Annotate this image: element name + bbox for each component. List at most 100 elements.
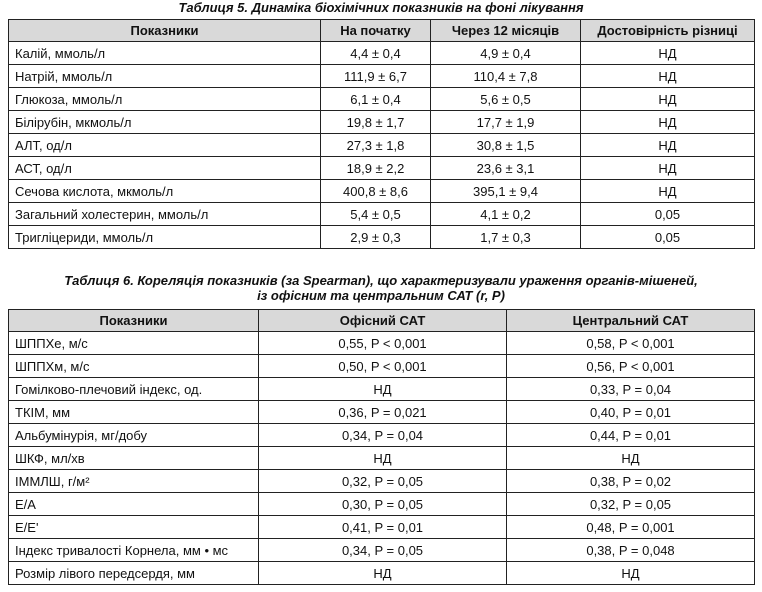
table6-caption-line1: Таблиця 6. Кореляція показників (за Spea… xyxy=(64,273,698,288)
table6-cell: ШКФ, мл/хв xyxy=(8,446,259,470)
table6-row: Індекс тривалості Корнела, мм • мс 0,34, … xyxy=(8,538,755,562)
table5-cell: Калій, ммоль/л xyxy=(8,41,321,65)
table5-cell: Натрій, ммоль/л xyxy=(8,64,321,88)
table6-row: ШППХе, м/с 0,55, P < 0,001 0,58, P < 0,001 xyxy=(8,331,755,355)
table6-cell: НД xyxy=(258,377,507,401)
table6-cell: 0,40, P = 0,01 xyxy=(506,400,755,424)
table5-cell: НД xyxy=(580,133,755,157)
table6-cell: 0,34, P = 0,05 xyxy=(258,538,507,562)
table6-row: ШКФ, мл/хв НД НД xyxy=(8,446,755,470)
table6-cell: НД xyxy=(258,446,507,470)
table5-cell: 110,4 ± 7,8 xyxy=(430,64,581,88)
table6-cell: 0,36, P = 0,021 xyxy=(258,400,507,424)
table5-cell: АСТ, од/л xyxy=(8,156,321,180)
table6-cell: Е/Е' xyxy=(8,515,259,539)
table6-header: Показники xyxy=(8,309,259,332)
table5-row: АСТ, од/л 18,9 ± 2,2 23,6 ± 3,1 НД xyxy=(8,156,755,180)
table5-row: Глюкоза, ммоль/л 6,1 ± 0,4 5,6 ± 0,5 НД xyxy=(8,87,755,111)
table6-cell: 0,38, P = 0,02 xyxy=(506,469,755,493)
table5-cell: 5,6 ± 0,5 xyxy=(430,87,581,111)
table5-row: АЛТ, од/л 27,3 ± 1,8 30,8 ± 1,5 НД xyxy=(8,133,755,157)
table5-cell: 111,9 ± 6,7 xyxy=(320,64,431,88)
table6-cell: Індекс тривалості Корнела, мм • мс xyxy=(8,538,259,562)
table5-cell: 0,05 xyxy=(580,202,755,226)
table5-row: Тригліцериди, ммоль/л 2,9 ± 0,3 1,7 ± 0,3 0… xyxy=(8,225,755,249)
table6-cell: 0,58, P < 0,001 xyxy=(506,331,755,355)
table5-cell: НД xyxy=(580,179,755,203)
table5-cell: 400,8 ± 8,6 xyxy=(320,179,431,203)
table5-row: Калій, ммоль/л 4,4 ± 0,4 4,9 ± 0,4 НД xyxy=(8,41,755,65)
table6-cell: 0,41, P = 0,01 xyxy=(258,515,507,539)
table6-caption-line2: із офісним та центральним САТ (r, P) xyxy=(257,288,505,303)
table6-cell: ШППХе, м/с xyxy=(8,331,259,355)
table6-row: Альбумінурія, мг/добу 0,34, P = 0,04 0,44,… xyxy=(8,423,755,447)
table6-cell: Розмір лівого передсердя, мм xyxy=(8,561,259,585)
table5-cell: 27,3 ± 1,8 xyxy=(320,133,431,157)
table5-cell: 395,1 ± 9,4 xyxy=(430,179,581,203)
table6-caption: Таблиця 6. Кореляція показників (за Spea… xyxy=(0,273,762,303)
table6-header: Офісний САТ xyxy=(258,309,507,332)
table6-cell: 0,33, P = 0,04 xyxy=(506,377,755,401)
table5-cell: 23,6 ± 3,1 xyxy=(430,156,581,180)
table5-cell: НД xyxy=(580,156,755,180)
table5-cell: 30,8 ± 1,5 xyxy=(430,133,581,157)
table5-cell: Загальний холестерин, ммоль/л xyxy=(8,202,321,226)
table5-cell: 18,9 ± 2,2 xyxy=(320,156,431,180)
table6-cell: НД xyxy=(258,561,507,585)
table6-row: Гомілково-плечовий індекс, од. НД 0,33, P … xyxy=(8,377,755,401)
table6-cell: 0,48, P = 0,001 xyxy=(506,515,755,539)
table5-cell: 4,4 ± 0,4 xyxy=(320,41,431,65)
table6-cell: ІММЛШ, г/м² xyxy=(8,469,259,493)
table6-cell: 0,50, P < 0,001 xyxy=(258,354,507,378)
table6-row: ІММЛШ, г/м² 0,32, P = 0,05 0,38, P = 0,02 xyxy=(8,469,755,493)
table6-row: ТКІМ, мм 0,36, P = 0,021 0,40, P = 0,01 xyxy=(8,400,755,424)
table6-cell: ТКІМ, мм xyxy=(8,400,259,424)
table5-caption: Таблиця 5. Динаміка біохімічних показник… xyxy=(178,0,584,15)
table6-cell: 0,34, P = 0,04 xyxy=(258,423,507,447)
table6-cell: 0,56, P < 0,001 xyxy=(506,354,755,378)
table5-row: Білірубін, мкмоль/л 19,8 ± 1,7 17,7 ± 1,9 Н… xyxy=(8,110,755,134)
table6-cell: Е/А xyxy=(8,492,259,516)
table5-cell: НД xyxy=(580,64,755,88)
table6-header-row: Показники Офісний САТ Центральний САТ xyxy=(8,309,755,332)
table5-cell: 17,7 ± 1,9 xyxy=(430,110,581,134)
table5-cell: НД xyxy=(580,87,755,111)
table5-cell: 6,1 ± 0,4 xyxy=(320,87,431,111)
table6-cell: ШППХм, м/с xyxy=(8,354,259,378)
table6: Показники Офісний САТ Центральний САТ ШП… xyxy=(8,309,755,585)
table6-row: Е/А 0,30, P = 0,05 0,32, P = 0,05 xyxy=(8,492,755,516)
table6-cell: 0,44, P = 0,01 xyxy=(506,423,755,447)
table6-cell: 0,32, P = 0,05 xyxy=(506,492,755,516)
table5-cell: Тригліцериди, ммоль/л xyxy=(8,225,321,249)
table5-cell: 5,4 ± 0,5 xyxy=(320,202,431,226)
table5-cell: 2,9 ± 0,3 xyxy=(320,225,431,249)
table5: Показники На початку Через 12 місяців До… xyxy=(8,19,755,249)
table5-cell: Сечова кислота, мкмоль/л xyxy=(8,179,321,203)
table5-cell: Білірубін, мкмоль/л xyxy=(8,110,321,134)
table5-header: Через 12 місяців xyxy=(430,19,581,42)
table5-cell: 4,1 ± 0,2 xyxy=(430,202,581,226)
table5-cell: НД xyxy=(580,110,755,134)
table5-cell: 19,8 ± 1,7 xyxy=(320,110,431,134)
table5-row: Загальний холестерин, ммоль/л 5,4 ± 0,5 4,… xyxy=(8,202,755,226)
table5-row: Натрій, ммоль/л 111,9 ± 6,7 110,4 ± 7,8 НД xyxy=(8,64,755,88)
table6-cell: 0,55, P < 0,001 xyxy=(258,331,507,355)
table5-cell: 4,9 ± 0,4 xyxy=(430,41,581,65)
table5-cell: Глюкоза, ммоль/л xyxy=(8,87,321,111)
table6-cell: НД xyxy=(506,446,755,470)
table6-row: Е/Е' 0,41, P = 0,01 0,48, P = 0,001 xyxy=(8,515,755,539)
table5-cell: АЛТ, од/л xyxy=(8,133,321,157)
table5-cell: НД xyxy=(580,41,755,65)
table6-row: ШППХм, м/с 0,50, P < 0,001 0,56, P < 0,001 xyxy=(8,354,755,378)
table5-cell: 1,7 ± 0,3 xyxy=(430,225,581,249)
table6-cell: 0,38, P = 0,048 xyxy=(506,538,755,562)
table5-header: Достовірність різниці xyxy=(580,19,755,42)
table5-cell: 0,05 xyxy=(580,225,755,249)
table5-header: Показники xyxy=(8,19,321,42)
table5-header-row: Показники На початку Через 12 місяців До… xyxy=(8,19,755,42)
table6-row: Розмір лівого передсердя, мм НД НД xyxy=(8,561,755,585)
table6-header: Центральний САТ xyxy=(506,309,755,332)
table6-cell: НД xyxy=(506,561,755,585)
table6-cell: 0,32, P = 0,05 xyxy=(258,469,507,493)
table5-row: Сечова кислота, мкмоль/л 400,8 ± 8,6 395,1… xyxy=(8,179,755,203)
